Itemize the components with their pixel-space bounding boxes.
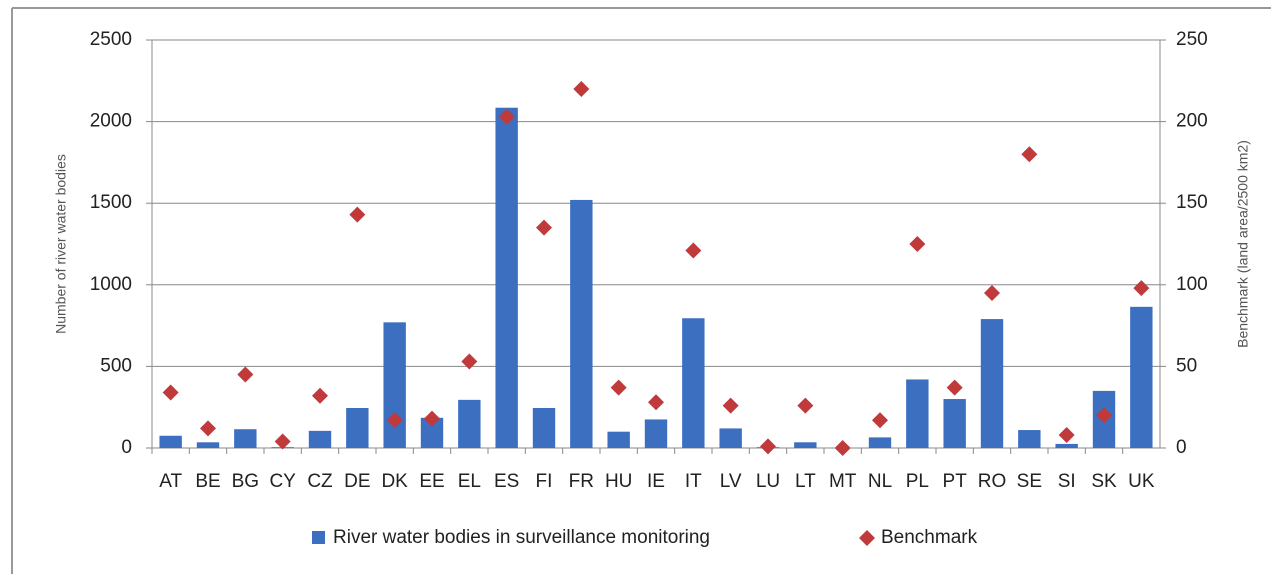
x-tick-label: PL — [906, 471, 929, 492]
benchmark-marker — [1021, 146, 1038, 163]
bar — [495, 107, 518, 448]
x-tick-label: LV — [720, 471, 742, 492]
bar — [980, 319, 1004, 448]
x-tick-label: AT — [159, 471, 182, 492]
legend-swatch — [312, 531, 325, 544]
benchmark-marker — [200, 420, 216, 437]
benchmark-marker — [648, 394, 664, 411]
benchmark-marker — [498, 108, 515, 125]
bar — [1130, 306, 1153, 448]
x-tick-label: FR — [569, 471, 594, 492]
legend-label: Benchmark — [881, 527, 978, 548]
benchmark-marker — [797, 397, 814, 414]
x-tick-label: BE — [195, 471, 220, 492]
bar — [1018, 430, 1041, 448]
y-tick-label: 0 — [121, 437, 132, 458]
benchmark-marker — [760, 438, 776, 455]
bar — [159, 435, 182, 448]
x-tick-label: CY — [269, 471, 296, 492]
bar — [420, 417, 444, 448]
y2-tick-label: 0 — [1176, 437, 1187, 458]
y-axis-title: Number of river water bodies — [53, 154, 69, 334]
x-tick-label: MT — [829, 471, 857, 492]
bar — [308, 430, 332, 448]
y-tick-label: 1500 — [90, 192, 132, 213]
benchmark-marker — [573, 80, 590, 97]
bar — [794, 442, 817, 448]
benchmark-marker — [1096, 407, 1112, 424]
benchmark-marker — [685, 242, 702, 259]
bar — [1055, 443, 1078, 448]
benchmark-marker — [312, 387, 328, 404]
y-tick-label: 500 — [100, 355, 132, 376]
x-tick-label: FI — [536, 471, 553, 492]
y-tick-label: 1000 — [90, 274, 132, 295]
x-tick-label: DK — [381, 471, 408, 492]
benchmark-marker — [909, 236, 926, 252]
x-tick-label: UK — [1128, 471, 1155, 492]
benchmark-marker — [722, 397, 739, 414]
y2-tick-label: 100 — [1176, 274, 1208, 295]
bar — [682, 318, 705, 448]
y2-axis-title: Benchmark (land area/2500 km2) — [1235, 140, 1251, 348]
benchmark-marker — [946, 379, 963, 396]
bar — [719, 428, 742, 448]
x-tick-label: IE — [647, 471, 665, 492]
x-tick-label: DE — [344, 471, 370, 492]
bar — [346, 408, 369, 448]
x-tick-label: EE — [419, 471, 444, 492]
benchmark-marker — [1133, 280, 1150, 297]
bar — [383, 322, 406, 448]
x-tick-label: IT — [685, 471, 702, 492]
benchmark-marker — [834, 440, 851, 456]
legend-swatch — [859, 530, 875, 546]
benchmark-marker — [386, 412, 403, 429]
benchmark-marker — [162, 384, 179, 401]
x-tick-label: PT — [943, 471, 968, 492]
benchmark-marker — [610, 379, 627, 396]
x-tick-label: LT — [795, 471, 816, 492]
benchmark-marker — [461, 353, 478, 370]
x-tick-label: CZ — [307, 471, 333, 492]
x-tick-label: HU — [605, 471, 632, 492]
benchmark-marker — [237, 366, 254, 383]
x-tick-label: RO — [978, 471, 1007, 492]
x-tick-label: NL — [868, 471, 892, 492]
bar — [532, 408, 556, 448]
y2-tick-label: 250 — [1176, 29, 1208, 50]
x-tick-label: SI — [1058, 471, 1076, 492]
y-tick-label: 2000 — [90, 111, 132, 132]
benchmark-marker — [984, 284, 1000, 301]
x-tick-label: BG — [232, 471, 259, 492]
benchmark-marker — [349, 206, 366, 223]
bar — [570, 199, 593, 448]
x-tick-label: SK — [1091, 471, 1117, 492]
x-tick-label: LU — [756, 471, 780, 492]
benchmark-marker — [424, 410, 440, 427]
bar — [644, 419, 668, 448]
benchmark-marker — [274, 433, 291, 450]
benchmark-marker — [872, 412, 888, 429]
y2-tick-label: 200 — [1176, 111, 1208, 132]
bar — [906, 379, 929, 448]
bar — [458, 399, 481, 448]
bar — [234, 429, 257, 448]
benchmark-marker — [536, 219, 552, 236]
y2-tick-label: 150 — [1176, 192, 1208, 213]
bar — [196, 442, 220, 448]
x-tick-label: SE — [1017, 471, 1042, 492]
bar — [607, 431, 630, 448]
legend-label: River water bodies in surveillance monit… — [333, 527, 710, 548]
x-tick-label: EL — [458, 471, 481, 492]
x-tick-label: ES — [494, 471, 519, 492]
y2-tick-label: 50 — [1176, 355, 1197, 376]
benchmark-marker — [1058, 426, 1075, 443]
y-tick-label: 2500 — [90, 29, 132, 50]
bar — [943, 399, 966, 448]
bar — [868, 437, 892, 448]
